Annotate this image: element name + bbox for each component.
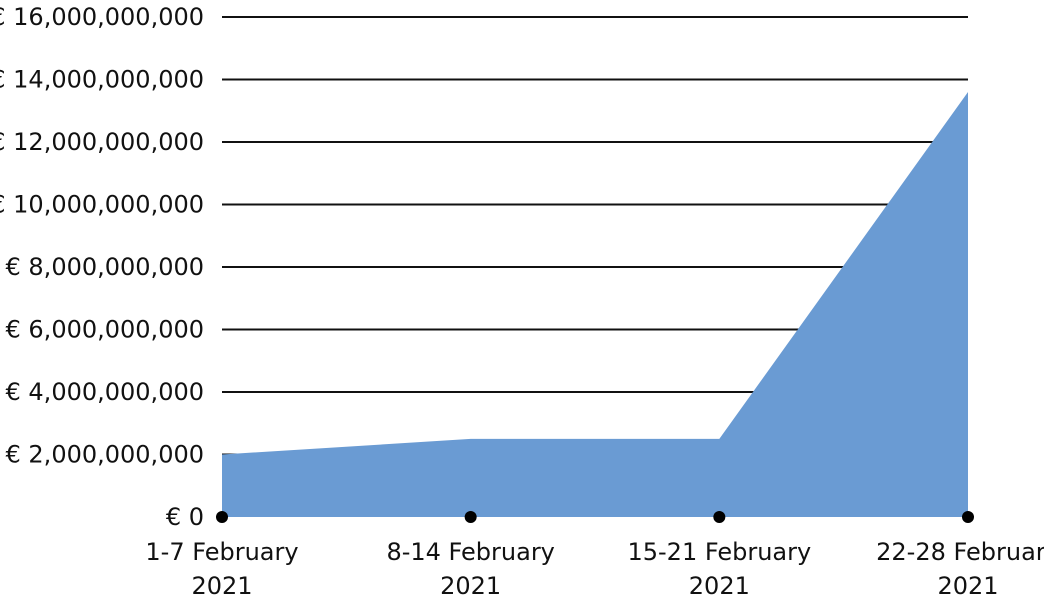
y-tick-label: € 6,000,000,000 (6, 316, 204, 344)
x-axis-marker (713, 511, 725, 523)
x-axis-marker (465, 511, 477, 523)
y-tick-label: € 0 (166, 503, 204, 531)
area-fill (222, 92, 968, 517)
x-tick-label-year: 2021 (689, 572, 750, 600)
y-tick-label: € 16,000,000,000 (0, 3, 204, 31)
y-tick-label: € 10,000,000,000 (0, 191, 204, 219)
x-axis-marker (962, 511, 974, 523)
area-series (222, 92, 968, 517)
y-tick-label: € 14,000,000,000 (0, 66, 204, 94)
x-tick-label: 1-7 February (145, 538, 298, 566)
x-axis-marker (216, 511, 228, 523)
y-tick-label: € 12,000,000,000 (0, 128, 204, 156)
x-tick-label-year: 2021 (191, 572, 252, 600)
y-axis-tick-labels: € 0 € 2,000,000,000 € 4,000,000,000 € 6,000… (0, 3, 204, 531)
x-tick-label: 22-28 February (876, 538, 1044, 566)
x-axis-tick-labels: 1-7 February 2021 8-14 February 2021 15-21 F… (145, 538, 1044, 600)
x-tick-label-year: 2021 (440, 572, 501, 600)
y-tick-label: € 8,000,000,000 (6, 253, 204, 281)
y-tick-label: € 4,000,000,000 (6, 378, 204, 406)
x-tick-label: 15-21 February (627, 538, 811, 566)
y-tick-label: € 2,000,000,000 (6, 441, 204, 469)
x-tick-label-year: 2021 (937, 572, 998, 600)
x-tick-label: 8-14 February (386, 538, 554, 566)
